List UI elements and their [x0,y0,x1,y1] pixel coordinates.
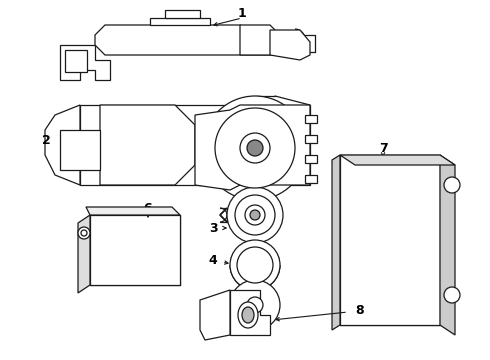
Circle shape [227,187,283,243]
Circle shape [230,280,280,330]
Polygon shape [60,45,110,80]
Circle shape [245,205,265,225]
Circle shape [250,210,260,220]
Text: 1: 1 [238,6,246,19]
Polygon shape [230,96,310,200]
Circle shape [247,297,263,313]
Text: 3: 3 [209,221,217,234]
Polygon shape [200,290,230,340]
Circle shape [230,240,280,290]
Bar [60,130,100,170]
Polygon shape [220,208,227,222]
Polygon shape [240,25,280,55]
Polygon shape [340,155,455,165]
Text: 7: 7 [379,141,388,154]
Polygon shape [78,215,90,293]
Polygon shape [340,155,440,325]
Polygon shape [230,290,270,335]
Bar [305,135,317,143]
Ellipse shape [238,302,258,328]
Polygon shape [86,207,180,215]
Polygon shape [80,105,310,185]
Circle shape [247,140,263,156]
Polygon shape [165,10,200,18]
Text: 2: 2 [42,134,50,147]
Circle shape [237,247,273,283]
Circle shape [203,96,307,200]
Polygon shape [195,105,310,190]
Circle shape [444,177,460,193]
Polygon shape [440,155,455,335]
Text: 4: 4 [209,253,218,266]
Circle shape [240,133,270,163]
Bar [305,175,317,183]
Circle shape [81,230,87,236]
Circle shape [215,108,295,188]
Text: 6: 6 [144,202,152,215]
Polygon shape [95,25,270,55]
Text: 5: 5 [209,298,218,311]
Ellipse shape [242,307,254,323]
Polygon shape [150,18,210,25]
Bar [305,155,317,163]
Bar [305,115,317,123]
Circle shape [78,227,90,239]
Text: 8: 8 [356,303,364,316]
Circle shape [444,287,460,303]
Polygon shape [332,155,340,330]
Polygon shape [270,30,310,60]
Circle shape [235,195,275,235]
Polygon shape [90,215,180,285]
Polygon shape [100,105,195,185]
Bar [65,50,87,72]
Polygon shape [45,105,80,185]
